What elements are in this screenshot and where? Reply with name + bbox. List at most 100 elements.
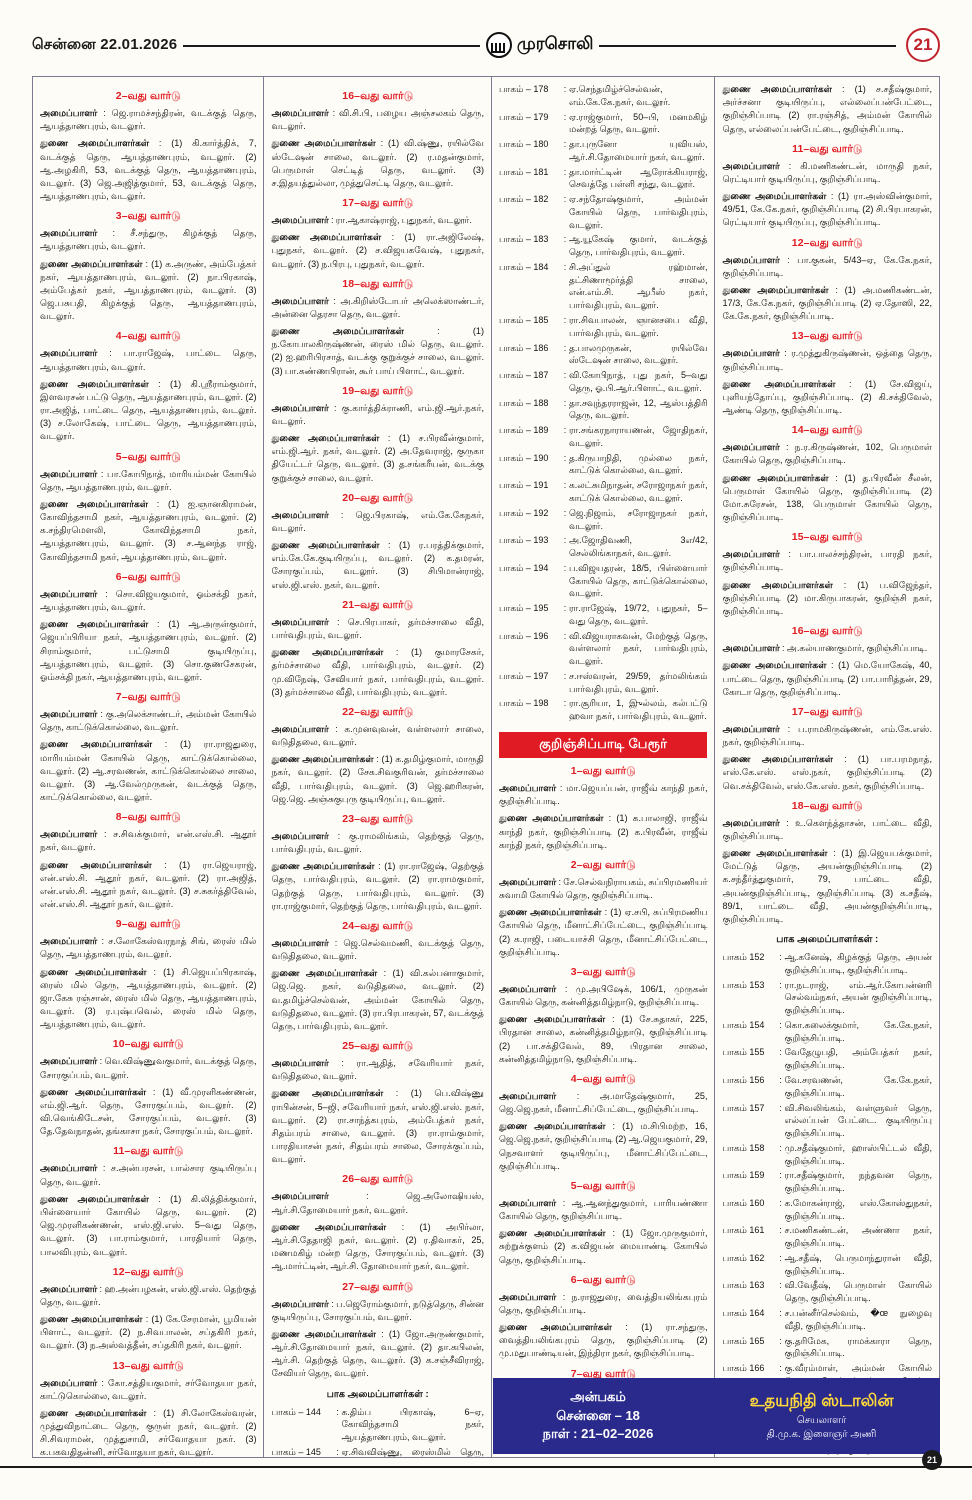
ward-heading: 21–வது வார்டு [342,598,414,611]
organizer-label: அமைப்பாளர் [498,983,557,994]
organizer-entry: அமைப்பாளர் : ப.ஜெரோம்குமார், நடுத்தெரு, … [271,1298,484,1324]
deputy-organizers-entry: துணை அமைப்பாளர்கள் : (1) க.பாலாஜி, ராஜீவ… [499,812,708,852]
booth-colon: : [563,562,567,573]
organizer-value: : ச.சிவக்குமார், என்.எஸ்.சி. ஆதூர் நகர்,… [40,829,257,853]
booth-organizer-name: ரா.சூரியா, 1, இுல்லம், கல்பட்டு ஹவா நகர்… [568,698,708,722]
ward-heading: 7–வது வார்டு [570,1367,636,1380]
organizer-entry: அமைப்பாளர் : ரா.ஆதித், சவேரியார் நகர், வ… [271,1057,484,1083]
booth-organizer-name: ஆ.யூகேஷ் குமார், வடக்குத் தெரு, பார்வதிப… [568,234,708,258]
deputy-organizers-entry: துணை அமைப்பாளர்கள் : (1) ஏ.சபி, சுப்பிரம… [499,906,708,959]
booth-organizer-name: வேதேழுபதி, அம்பேத்கர் நகர், குறிஞ்சிப்பா… [784,1047,932,1071]
booth-number: பாகம் – 195 [498,603,549,614]
booth-colon: : [779,1102,782,1113]
booth-number: பாகம் 161 [722,1225,765,1236]
deputy-organizers-entry: துணை அமைப்பாளர்கள் : (1) ர.பரத்திக்குமார… [271,539,484,592]
deputy-organizers-label: துணை அமைப்பாளர்கள் [722,579,833,590]
ward-heading: 19–வது வார்டு [342,384,414,397]
deputy-organizers-value: : (1) வி.ஷ்ணு, ரயில்வே ஸ்டேஷன் சாலை, வடல… [271,138,484,188]
organizer-value: : ச.அன்பரசன், பால்சார குடியிருப்பு தெரு,… [40,1163,257,1187]
ward-heading: 18–வது வார்டு [342,277,414,290]
deputy-organizers-value: : (1) ரா.ராஜேஷ், தெற்குத் தெரு, பார்வதிப… [271,861,484,911]
booth-row: பாகம் – 179: ஏ.ராஜ்குமார், 50–பி, மனமகிழ்… [499,111,708,137]
booth-row: பாகம் – 192: ஜெ.நிஜாம், சரோஜாநகர் நகர், வ… [499,507,708,533]
booth-number: பாகம் – 178 [498,84,549,94]
booth-colon: : [563,261,567,272]
deputy-organizers-entry: துணை அமைப்பாளர்கள் : (1) கி.ஸ்ரீராம்குமா… [40,378,256,444]
booth-organizer-name: த.கிருபாநிதி, முல்லை நகர், காட்டுக் கொல்… [568,452,708,476]
deputy-organizers-entry: துணை அமைப்பாளர்கள் : (1) பா.பரமநாத், எஸ்… [722,753,932,793]
organizer-label: அமைப்பாளர் [40,348,98,359]
ward-heading: 13–வது வார்டு [112,1359,184,1372]
ward-heading: 15–வது வார்டு [791,531,863,544]
booth-number: பாகம் 157 [722,1102,765,1113]
signature-block: அன்பகம் சென்னை – 18 நாள் : 21–02–2026 உத… [493,1378,940,1454]
masthead-rule-right [599,45,896,47]
deputy-organizers-value: : (1) மெ.யோகேஷ், 40, பாட்டை தெரு, குறிஞ்… [722,660,932,697]
deputy-organizers-entry: துணை அமைப்பாளர்கள் : (1) அபிர்லா, ஆர்.சி… [271,1221,484,1274]
booth-organizer-name: ஆ.சதீஷ், பெருமாந்துரான் வீதி, குறிஞ்சிப்… [784,1252,932,1276]
booth-organizer-name: ஆ.கனேஷ், கிழக்குத் தெரு, அயன் குறிஞ்சிப்… [784,952,932,975]
deputy-organizers-value: : (1) சி.ஜெயப்பிரகாஷ், ரைஸ் மில் தெரு, ஆ… [40,966,257,1030]
booth-number: பாகம் – 180 [498,139,549,150]
booth-number: பாகம் – 188 [498,397,549,408]
deputy-organizers-entry: துணை அமைப்பாளர்கள் : (1) க.அருண், அம்பேத… [40,258,256,324]
booth-row: பாகம் 160: க.மோகன்ராஜ், எஸ்.கோஸ்துநகர், க… [722,1197,932,1223]
deputy-organizers-label: துணை அமைப்பாளர்கள் [498,1121,606,1132]
ward-heading: 10–வது வார்டு [112,1038,184,1051]
organizer-entry: அமைப்பாளர் : சீ.சந்துரு, கிழக்குத் தெரு,… [40,227,256,253]
booth-row: பாகம் – 193: அ.ஜோதிவணி, 3எ/42, செல்லிங்கா… [499,534,708,560]
organizer-label: அமைப்பாளர் [40,108,98,118]
booth-number: பாகம் 152 [722,952,765,963]
organizer-value: : ஜெ.பிரகாஷ், எம்.கே.கேநகர், வடலூர். [271,509,484,533]
organizer-entry: அமைப்பாளர் : மா.ஜெயப்பன், ராஜீவ் காந்தி … [499,782,708,808]
ward-heading: 17–வது வார்டு [342,197,414,210]
organizer-entry: அமைப்பாளர் : செ.பிரபாகர், தர்மச்சாலை வீத… [271,616,484,642]
deputy-organizers-entry: துணை அமைப்பாளர்கள் : (1) சி.ஜெயப்பிரகாஷ்… [40,966,256,1032]
ward-heading: 22–வது வார்டு [342,705,414,718]
deputy-organizers-entry: துணை அமைப்பாளர்கள் : (1) வி.கல்பனாகுமார்… [271,967,484,1033]
deputy-organizers-label: துணை அமைப்பாளர்கள் [271,1088,384,1099]
booth-row: பாகம் – 181: தா.மார்ட்டின் ஆரோக்கியராஜ், … [499,166,708,192]
organizer-label: அமைப்பாளர் [722,817,780,828]
booth-colon: : [563,452,567,463]
booth-colon: : [563,603,567,614]
organizer-label: அமைப்பாளர் [722,643,780,654]
deputy-organizers-entry: துணை அமைப்பாளர்கள் : (1) ரா.ராஜதுரை, மார… [40,738,256,804]
ward-heading: 14–வது வார்டு [791,424,863,437]
column-4: துணை அமைப்பாளர்கள் : (1) ச.சதீஷ்குமார், … [714,77,939,1457]
organizer-entry: அமைப்பாளர் : அ.கிறிஸ்டோபர் அலெக்ஸாண்டர்,… [271,295,484,321]
deputy-organizers-label: துணை அமைப்பாளர்கள் [40,966,147,977]
organizer-entry: அமைப்பாளர் : பா.பாலச்சந்திரன், பாரதி நகர… [722,548,932,574]
deputy-organizers-value: : (1) கி.கார்த்திக், 7, வடக்குத் தெரு, ஆ… [40,138,257,202]
booth-number: பாகம் – 182 [498,194,549,205]
deputy-organizers-label: துணை அமைப்பாளர்கள் [40,1086,147,1097]
deputy-organizers-label: துணை அமைப்பாளர்கள் [498,1228,606,1239]
signatory-role: செயலாளர் [796,1415,847,1427]
deputy-organizers-label: துணை அமைப்பாளர்கள் [40,378,149,389]
organizer-value: : ரா.ஆகாஷ்ராஜ், புதுநகர், வடலூர். [328,215,472,226]
organizer-entry: அமைப்பாளர் : பா.குகன், 5/43–ஏ, கே.கே.நகர… [722,254,932,280]
organizer-label: அமைப்பாளர் [722,348,780,359]
ward-heading: 9–வது வார்டு [115,918,181,931]
deputy-organizers-label: துணை அமைப்பாளர்கள் [271,647,384,658]
deputy-organizers-value: : (1) அபிர்லா, ஆர்.சி.தேதாஜி நகர், வடலூர… [271,1221,484,1272]
organizer-label: அமைப்பாளர் [40,228,98,239]
booth-colon: : [779,1142,782,1153]
organizer-value: : ஜெ.செல்வமணி, வடக்குத் தெரு, வடுதிதலை, … [271,937,484,962]
deputy-organizers-label: துணை அமைப்பாளர்கள் [40,619,149,630]
organizer-value: : மா.ஜெயப்பன், ராஜீவ் காந்தி நகர், குறிஞ… [498,782,708,807]
organizer-entry: அமைப்பாளர் : ஆ.ஆனந்துகுமார், பாரியண்ணா க… [499,1197,708,1223]
ward-heading: 2–வது வார்டு [115,90,181,102]
booth-colon: : [779,1363,782,1374]
deputy-organizers-entry: துணை அமைப்பாளர்கள் : (1) ரா.சந்துரு, வைத… [499,1321,708,1361]
deputy-organizers-label: துணை அமைப்பாளர்கள் [40,739,153,750]
organizer-label: அமைப்பாளர் [722,442,780,453]
booth-organizer-name: க.லட்சுமிநாதன், சரோஜாநகர் நகர், காட்டுக்… [568,480,708,503]
organizer-value: : கு.ராமலிங்கம், தெற்குத் தெரு, பார்வதிப… [271,830,484,855]
organizer-entry: அமைப்பாளர் : ச.லோகேஸ்வரநாத் சிங், ரைஸ் ம… [40,935,256,961]
deputy-organizers-value: : (1) ரா.சந்துரு, வைத்தியலிங்கபுரம் தெரு… [498,1322,708,1359]
organizer-label: அமைப்பாளர் [498,1090,557,1101]
booth-organizer-name: ச.மணிகண்டன், அண்ணா நகர், குறிஞ்சிப்பாடி. [784,1225,932,1249]
organizer-label: அமைப்பாளர் [271,1298,329,1309]
deputy-organizers-entry: துணை அமைப்பாளர்கள் : (1) ரா.ராஜேஷ், தெற்… [271,860,484,913]
